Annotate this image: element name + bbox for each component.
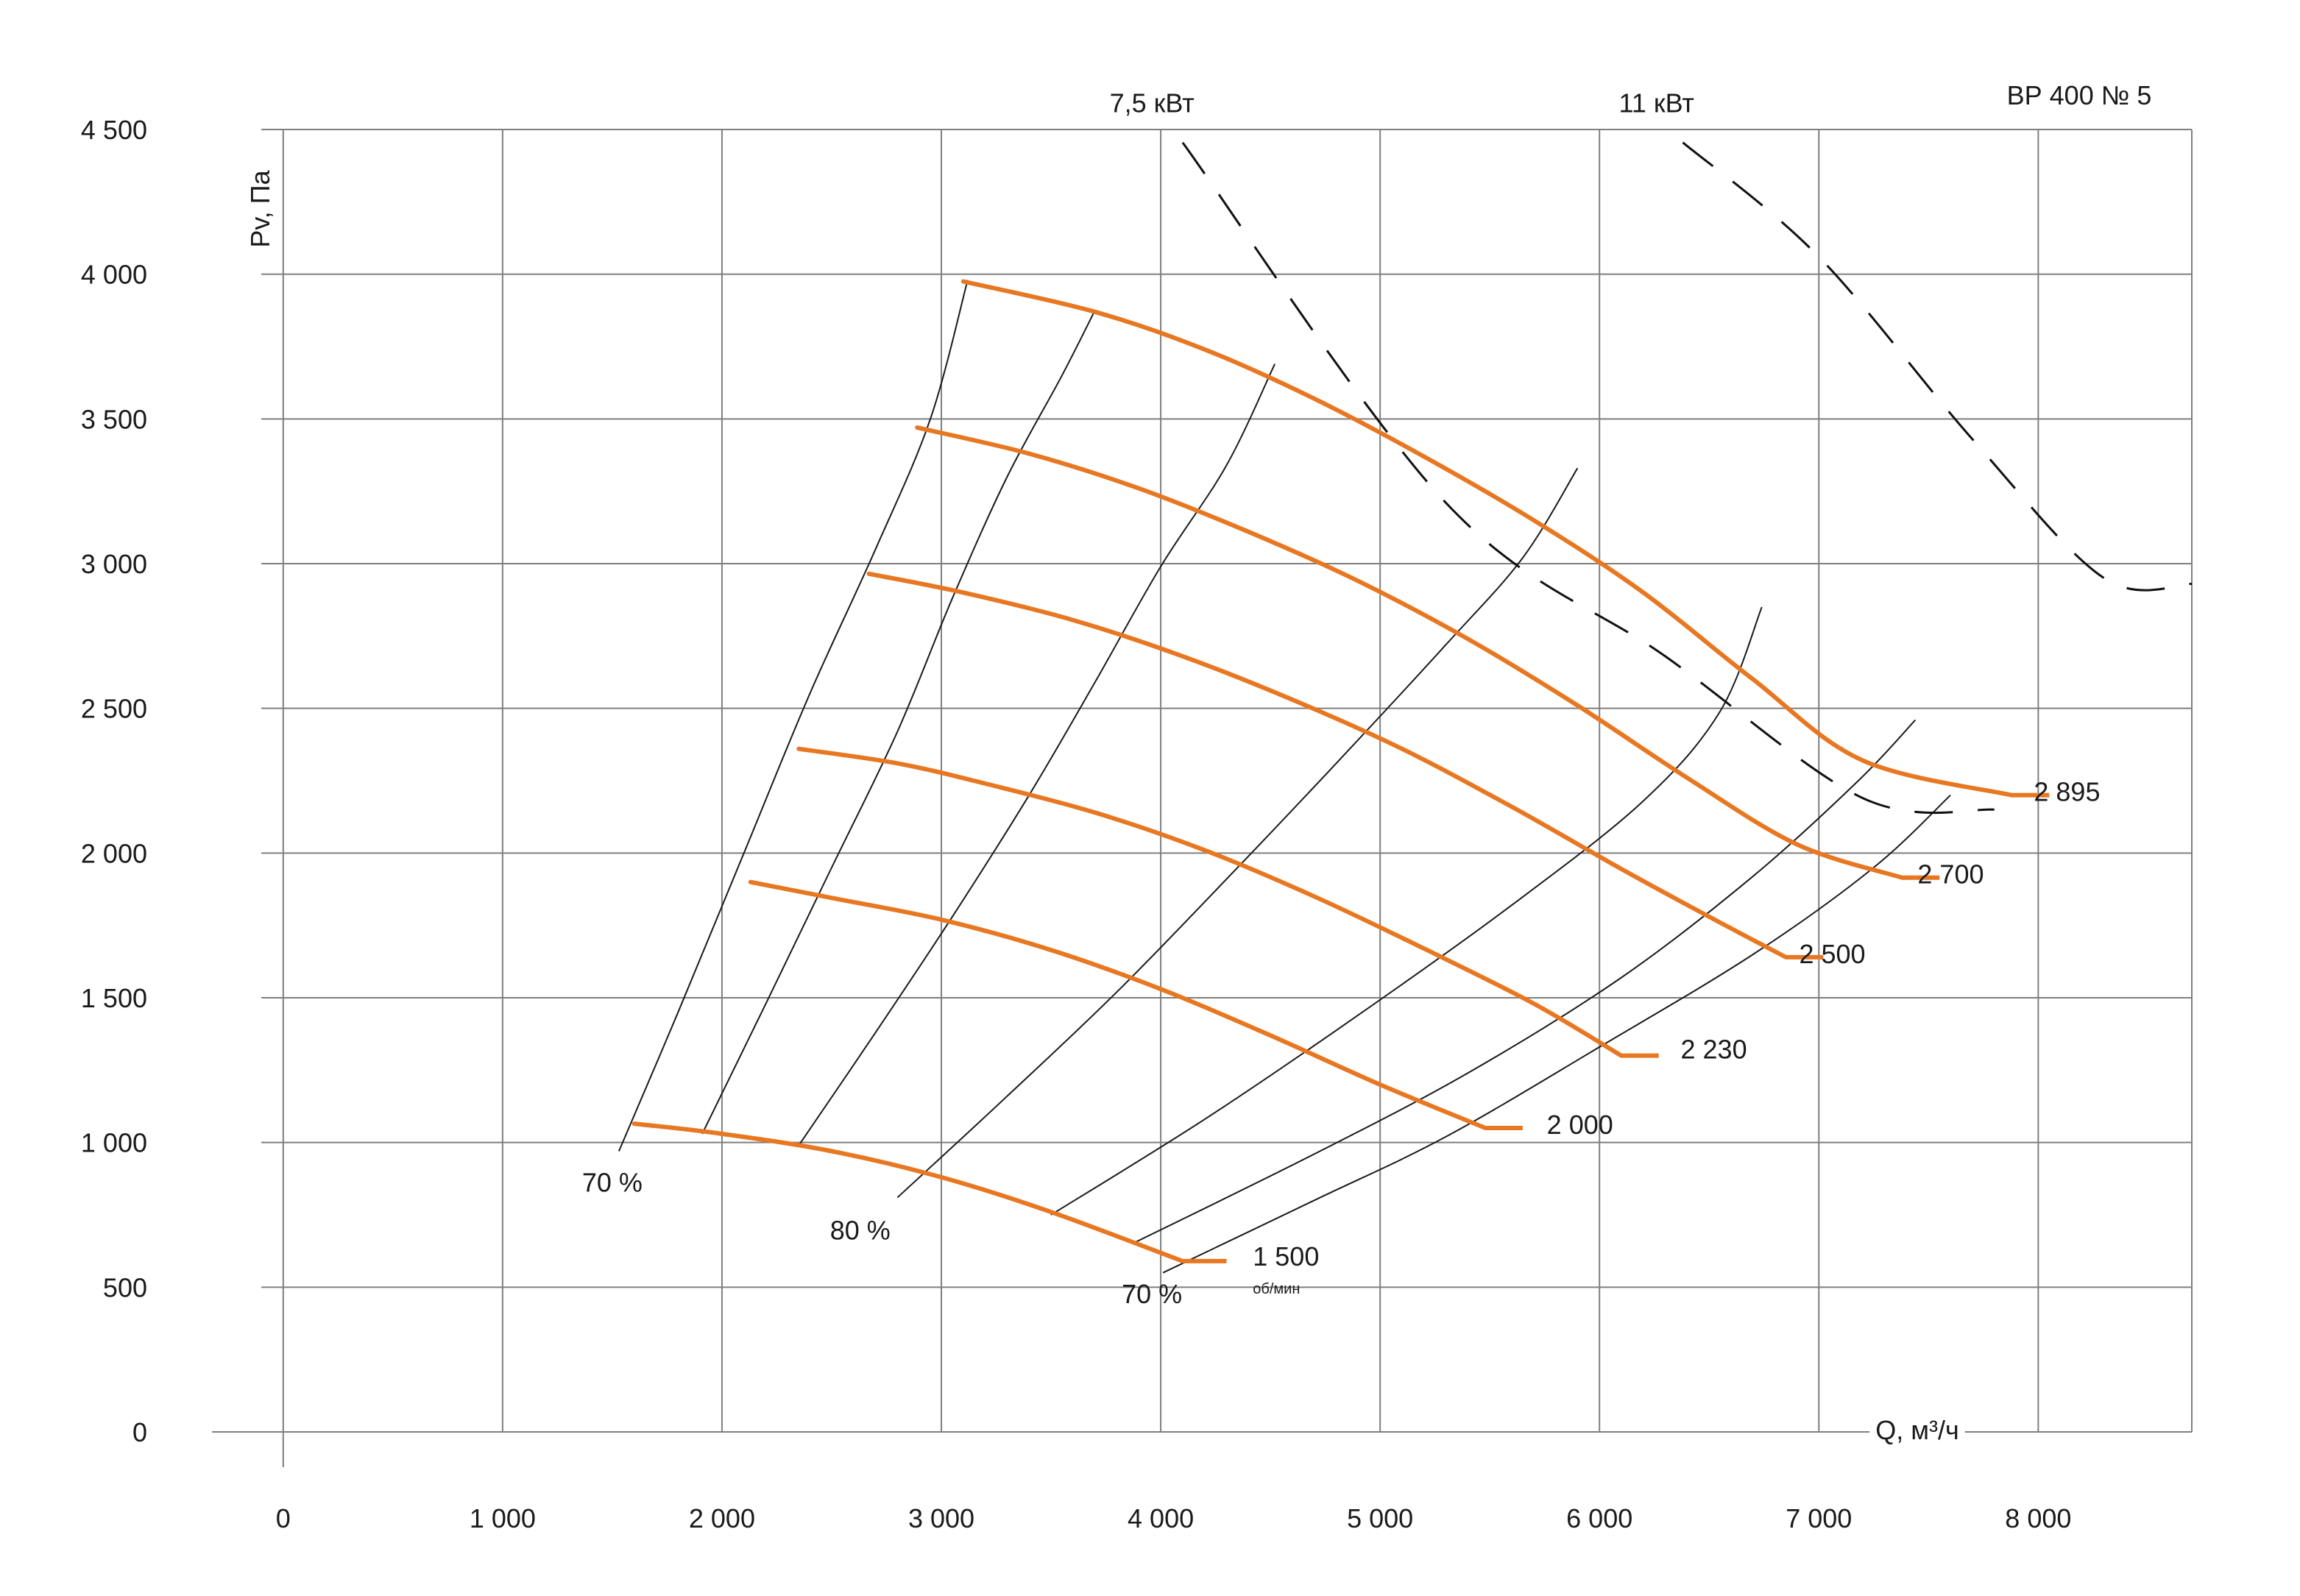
y-tick-label: 2 500 [81, 694, 147, 724]
efficiency-ray [798, 363, 1276, 1146]
efficiency-label: 70 % [582, 1168, 643, 1198]
y-tick-label: 4 000 [81, 260, 147, 290]
efficiency-ray [1050, 606, 1763, 1216]
x-tick-label: 8 000 [2005, 1503, 2071, 1533]
power-label: 11 кВт [1618, 88, 1694, 118]
speed-label: 2 700 [1917, 859, 1984, 890]
grid: 0 1 000 2 000 3 000 4 000 5 000 6 000 7 000 8 00… [81, 115, 2193, 1533]
speed-label: 2 895 [2034, 777, 2100, 807]
efficiency-label: 70 % [1122, 1279, 1182, 1309]
efficiency-ray [701, 310, 1096, 1135]
efficiency-ray [1162, 794, 1951, 1274]
efficiency-label: 80 % [830, 1215, 891, 1245]
speed-curve [960, 279, 2014, 798]
x-tick-label: 2 000 [689, 1503, 755, 1533]
speed-unit-label: об/мин [1253, 1281, 1300, 1297]
x-tick-label: 3 000 [908, 1503, 974, 1533]
chart-title: ВР 400 № 5 [2007, 80, 2152, 110]
power-line [1682, 141, 2193, 592]
speed-curve [915, 425, 1905, 880]
efficiency-ray [618, 280, 969, 1152]
x-axis-title-bg [1869, 1412, 1965, 1448]
speed-curve [631, 1121, 1185, 1263]
speed-label: 1 500 [1253, 1241, 1319, 1272]
speed-curve [748, 879, 1488, 1130]
power-line [1181, 141, 1995, 815]
y-tick-label: 1 000 [81, 1128, 147, 1158]
x-tick-label: 1 000 [470, 1503, 536, 1533]
efficiency-rays [618, 280, 1951, 1274]
speed-label: 2 230 [1681, 1035, 1747, 1065]
y-tick-label: 4 500 [81, 115, 147, 145]
y-tick-label: 3 000 [81, 549, 147, 579]
y-tick-label: 2 000 [81, 838, 147, 868]
x-tick-label: 4 000 [1128, 1503, 1194, 1533]
power-lines: 7,5 кВт 11 кВт [1110, 88, 2193, 815]
speed-curve [796, 746, 1624, 1058]
y-tick-label: 500 [103, 1272, 147, 1302]
speed-label: 2 000 [1547, 1110, 1613, 1140]
speed-curves: 1 500 об/мин 2 000 2 230 2 500 2 700 2 895 70 %… [582, 279, 2100, 1309]
x-axis-title: Q, м³/ч [1875, 1415, 1959, 1445]
x-tick-label: 7 000 [1786, 1503, 1852, 1533]
chart-labels: ВР 400 № 5 Q, м³/ч Pv, Па [242, 80, 2151, 1448]
x-tick-label: 6 000 [1566, 1503, 1632, 1533]
x-tick-label: 0 [276, 1503, 291, 1533]
y-tick-label: 3 500 [81, 404, 147, 434]
speed-label: 2 500 [1799, 939, 1865, 969]
x-tick-label: 5 000 [1347, 1503, 1413, 1533]
efficiency-ray [896, 467, 1579, 1199]
y-axis-title: Pv, Па [245, 169, 275, 247]
efficiency-ray [1131, 719, 1917, 1245]
power-label: 7,5 кВт [1110, 88, 1195, 118]
y-tick-label: 0 [132, 1417, 147, 1447]
y-tick-label: 1 500 [81, 983, 147, 1013]
y-axis-title-bg [242, 163, 278, 254]
speed-curve [866, 571, 1788, 960]
